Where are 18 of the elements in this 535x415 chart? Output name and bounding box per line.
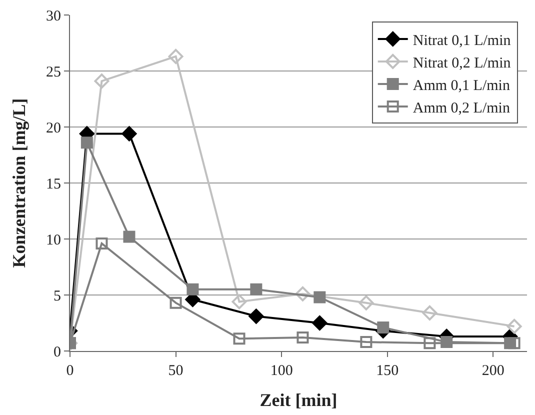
x-tick-label: 150 bbox=[376, 363, 399, 379]
legend-label: Amm 0,2 L/min bbox=[412, 100, 510, 116]
y-tick-label: 10 bbox=[46, 232, 61, 248]
y-tick-label: 20 bbox=[46, 120, 61, 136]
y-tick-label: 25 bbox=[46, 64, 61, 80]
x-tick-label: 100 bbox=[270, 363, 293, 379]
legend-label: Nitrat 0,1 L/min bbox=[412, 32, 512, 49]
y-tick-label: 30 bbox=[46, 8, 61, 24]
x-tick-label: 0 bbox=[66, 363, 74, 379]
legend-label: Amm 0,1 L/min bbox=[412, 78, 510, 94]
y-tick-label: 5 bbox=[54, 288, 61, 304]
x-axis-title: Zeit [min] bbox=[260, 390, 338, 410]
y-tick-label: 15 bbox=[46, 176, 61, 192]
legend-label: Nitrat 0,2 L/min bbox=[412, 55, 512, 72]
x-tick-label: 200 bbox=[482, 363, 504, 379]
x-tick-label: 50 bbox=[168, 363, 184, 379]
y-axis-title: Konzentration [mg/L] bbox=[9, 98, 30, 268]
y-tick-label: 0 bbox=[54, 344, 61, 360]
